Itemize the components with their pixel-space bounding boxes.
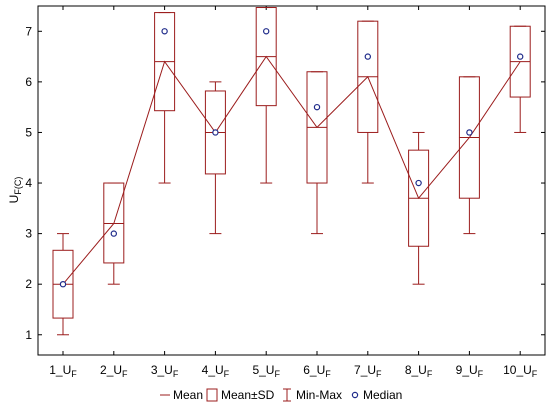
median-point [263,28,270,35]
y-axis-label: UF(C) [7,177,23,204]
median-point [161,28,168,35]
y-tick-label: 7 [25,24,32,38]
x-tick-label: 1_UF [49,363,77,379]
legend-mean-label: Mean [173,388,203,402]
x-tick-label: 10_UF [503,363,538,379]
x-tick-label: 7_UF [354,363,382,379]
median-point [364,53,371,60]
x-tick-label: 2_UF [100,363,128,379]
x-tick-label: 6_UF [303,363,331,379]
x-tick-label: 3_UF [151,363,179,379]
median-point [59,280,67,288]
y-axis: 1 2 3 4 5 6 7 [25,24,545,342]
y-tick-label: 3 [25,227,32,241]
median-point [313,103,321,111]
median-point [466,129,473,136]
y-tick-label: 2 [25,277,32,291]
legend-sd-label: Mean±SD [221,388,275,402]
legend: Mean Mean±SD Min-Max Median [160,388,402,402]
legend-minmax-label: Min-Max [296,388,342,402]
legend-median-symbol [351,391,359,399]
median-point [415,179,422,187]
plot-frame [37,5,546,356]
median-point [212,129,219,136]
legend-sd-symbol [206,388,218,402]
x-tick-label: 8_UF [405,363,433,379]
mean-line [62,55,521,285]
y-tick-label: 6 [25,75,32,89]
y-axis-label-subscript: F(C) [13,177,23,195]
sd-box [103,182,125,264]
y-tick-label: 5 [25,125,32,139]
median-point [110,230,118,237]
x-axis: 1_UF 2_UF 3_UF 4_UF 5_UF 6_UF 7_UF 8_UF 9_UF 10_U… [49,6,538,379]
x-tick-label: 4_UF [202,363,230,379]
x-tick-label: 5_UF [252,363,280,379]
plot-area [37,5,546,356]
y-tick-label: 1 [25,328,32,342]
box-series [52,7,531,336]
legend-median-label: Median [363,388,402,402]
median-point [517,53,524,60]
x-tick-label: 9_UF [456,363,484,379]
y-tick-label: 4 [25,176,32,190]
